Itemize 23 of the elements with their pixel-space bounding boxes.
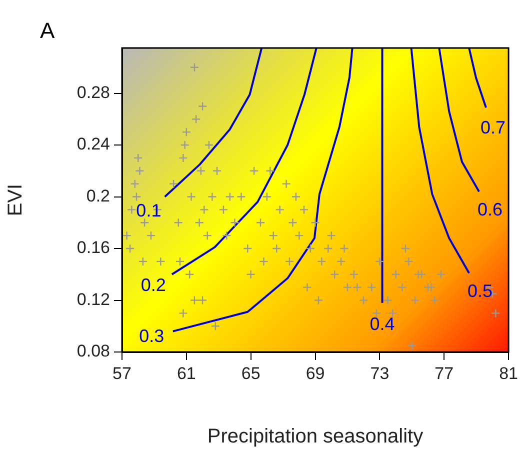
chart-title: A [40, 18, 55, 43]
series-label: 0.4 [370, 314, 395, 334]
y-tick-label: 0.24 [76, 134, 110, 154]
y-tick-label: 0.08 [76, 342, 110, 361]
y-tick-label: 0.2 [86, 186, 110, 206]
x-axis-title: Precipitation seasonality [207, 426, 424, 448]
x-tick-label: 77 [434, 364, 454, 383]
y-tick-label: 0.28 [76, 82, 110, 102]
series-label: 0.5 [467, 281, 493, 302]
y-tick-label: 0.12 [76, 290, 110, 309]
x-tick-label: 61 [176, 364, 196, 383]
x-tick-label: 65 [241, 364, 260, 383]
y-axis-title: EVI [4, 184, 27, 216]
series-label: 0.7 [480, 117, 506, 138]
series-label: 0.2 [140, 275, 166, 296]
y-tick-label: 0.16 [76, 238, 110, 258]
series-label: 0.3 [139, 326, 164, 346]
series-label: 0.1 [136, 200, 162, 221]
x-tick-label: 81 [499, 364, 518, 383]
x-tick-label: 69 [306, 364, 325, 383]
x-tick-label: 57 [112, 364, 132, 383]
x-tick-label: 73 [370, 364, 390, 383]
series-label: 0.6 [478, 200, 503, 220]
